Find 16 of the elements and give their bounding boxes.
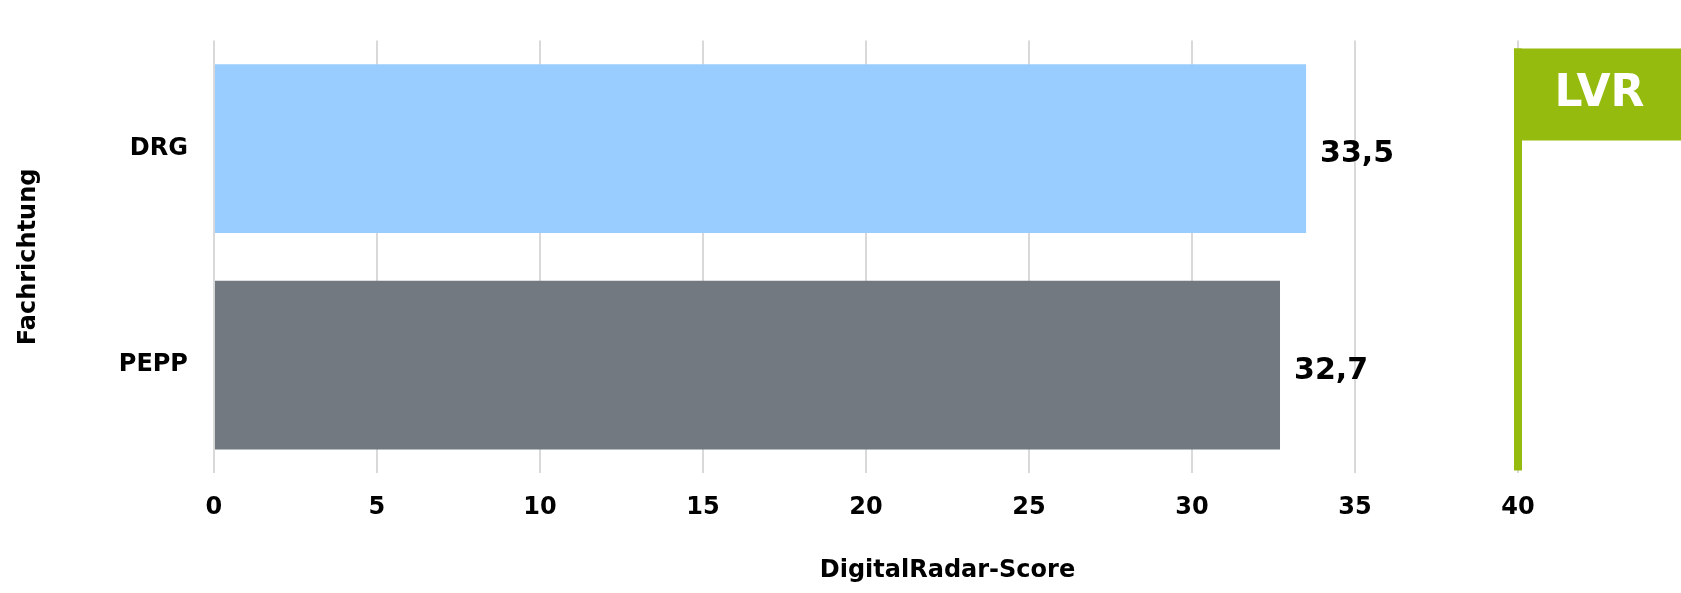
ref-line-label: LVR [1554,64,1645,116]
data-label: 33,5 [1320,134,1395,170]
x-axis-title: DigitalRadar-Score [819,554,1076,583]
x-tick-label: 15 [686,492,720,521]
y-tick-label: PEPP [118,349,188,378]
x-tick-label: 10 [523,492,557,521]
x-tick-label: 35 [1338,492,1372,521]
x-tick-label: 5 [368,492,386,521]
x-tick-label: 0 [205,492,223,521]
x-tick-label: 40 [1501,492,1535,521]
x-tick-label: 30 [1175,492,1209,521]
x-tick-label: 20 [849,492,883,521]
data-label: 32,7 [1294,350,1369,386]
y-axis-title: Fachrichtung [12,168,41,346]
x-tick-label: 25 [1012,492,1046,521]
y-tick-label: DRG [129,132,188,161]
